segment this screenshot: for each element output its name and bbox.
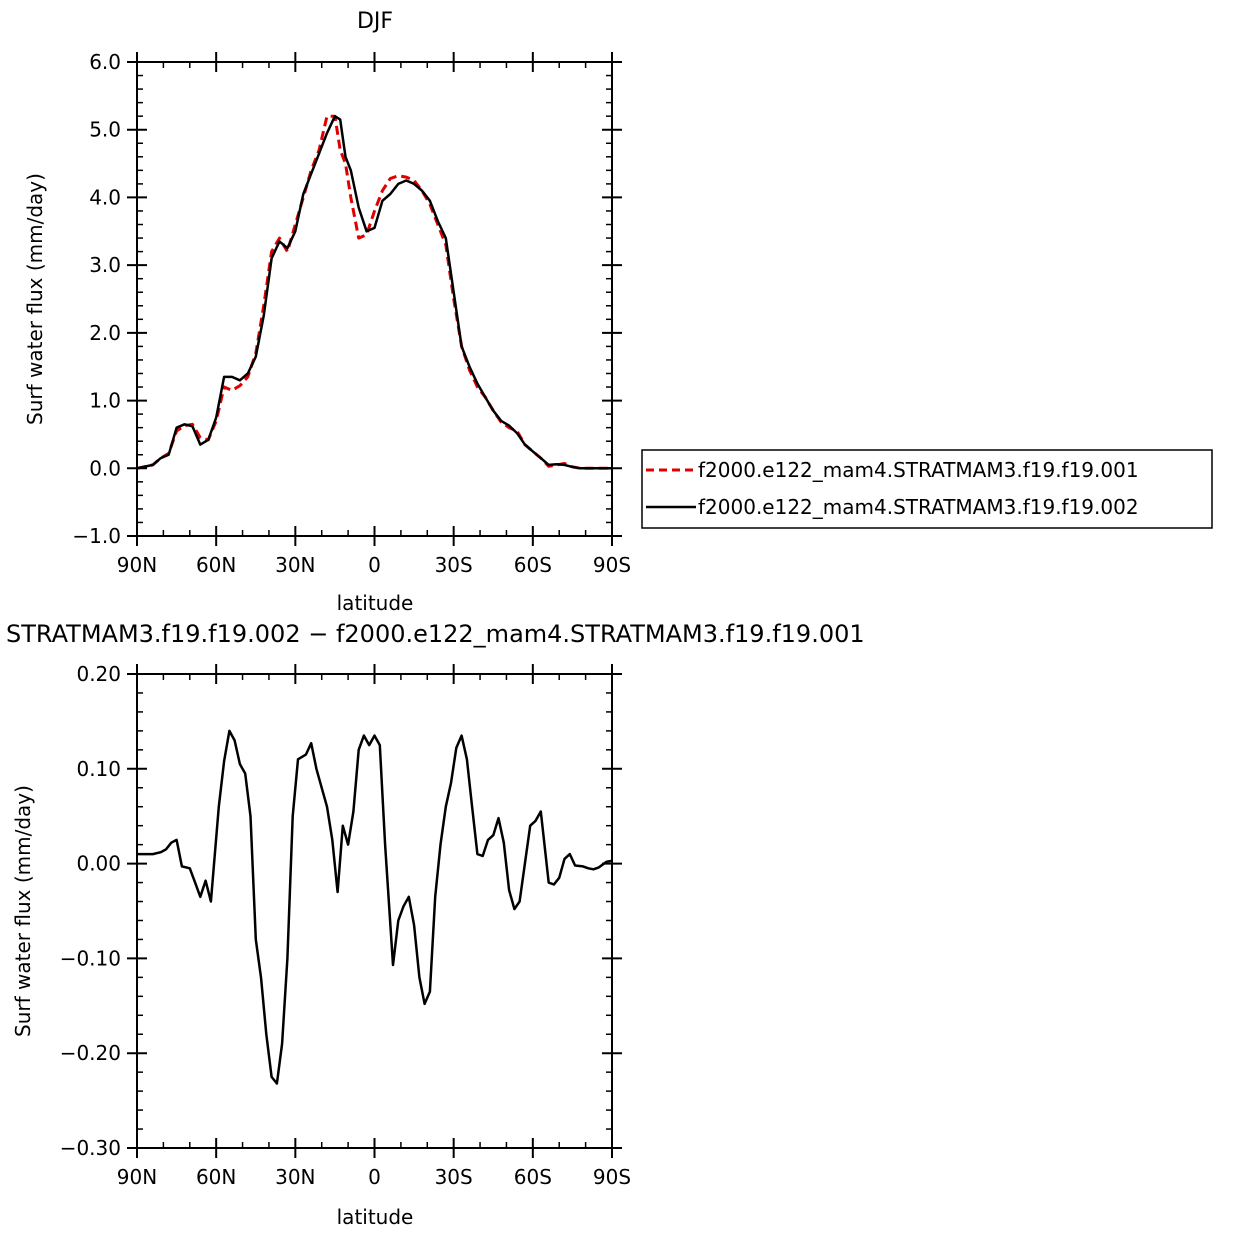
ytick-label: 2.0 xyxy=(89,321,121,345)
series-line-1 xyxy=(136,114,612,470)
xtick-label: 30N xyxy=(275,1165,315,1189)
top-panel-series-group xyxy=(136,114,612,470)
ytick-label: −1.0 xyxy=(72,524,121,548)
ytick-label: 0.0 xyxy=(89,456,121,480)
ytick-label: 0.00 xyxy=(76,852,121,876)
top-panel: DJF −1.0 0.0 1.0 2.0 3.0 4.0 5.0 6.0 90N 60N 30N 0 3… xyxy=(23,9,631,615)
xtick-label: 90S xyxy=(593,553,631,577)
bottom-panel: STRATMAM3.f19.f19.002 − f2000.e122_mam4.… xyxy=(6,620,865,1229)
bottom-panel-xlabel: latitude xyxy=(337,1205,414,1229)
xtick-label: 90N xyxy=(117,553,157,577)
bottom-panel-frame xyxy=(136,673,613,1149)
legend-label-series-1: f2000.e122_mam4.STRATMAM3.f19.f19.001 xyxy=(698,458,1139,482)
ytick-label: −0.10 xyxy=(60,946,121,970)
ytick-label: 6.0 xyxy=(89,50,121,74)
series-line-1 xyxy=(137,729,613,1085)
top-panel-frame xyxy=(136,61,613,537)
xtick-label: 60S xyxy=(514,553,552,577)
ytick-label: 0.20 xyxy=(76,662,121,686)
ytick-label: −0.30 xyxy=(60,1136,121,1160)
legend: f2000.e122_mam4.STRATMAM3.f19.f19.001 f2… xyxy=(641,449,1213,529)
xtick-label: 60S xyxy=(514,1165,552,1189)
top-panel-axes: −1.0 0.0 1.0 2.0 3.0 4.0 5.0 6.0 90N 60N 30N 0 30S 60… xyxy=(72,50,631,577)
ytick-label: 0.10 xyxy=(76,757,121,781)
xtick-label: 0 xyxy=(368,1165,381,1189)
xtick-label: 90S xyxy=(593,1165,631,1189)
xtick-label: 90N xyxy=(117,1165,157,1189)
xtick-label: 60N xyxy=(196,1165,236,1189)
bottom-panel-title: STRATMAM3.f19.f19.002 − f2000.e122_mam4.… xyxy=(6,620,865,648)
xtick-label: 30S xyxy=(435,1165,473,1189)
ytick-label: 4.0 xyxy=(89,185,121,209)
xtick-label: 30N xyxy=(275,553,315,577)
xtick-label: 60N xyxy=(196,553,236,577)
ytick-label: 5.0 xyxy=(89,118,121,142)
ytick-label: 1.0 xyxy=(89,389,121,413)
bottom-panel-series-group xyxy=(137,729,613,1085)
top-panel-xlabel: latitude xyxy=(337,591,414,615)
bottom-panel-ylabel: Surf water flux (mm/day) xyxy=(11,785,35,1037)
top-panel-title: DJF xyxy=(357,9,393,34)
xtick-label: 30S xyxy=(435,553,473,577)
bottom-panel-axes: −0.30 −0.20 −0.10 0.00 0.10 0.20 90N 60N 30N 0 30S… xyxy=(60,662,631,1189)
ytick-label: 3.0 xyxy=(89,253,121,277)
legend-box xyxy=(641,449,1213,529)
ytick-label: −0.20 xyxy=(60,1041,121,1065)
legend-label-series-2: f2000.e122_mam4.STRATMAM3.f19.f19.002 xyxy=(698,495,1139,519)
xtick-label: 0 xyxy=(368,553,381,577)
top-panel-ylabel: Surf water flux (mm/day) xyxy=(23,173,47,425)
series-line-2 xyxy=(136,114,612,470)
